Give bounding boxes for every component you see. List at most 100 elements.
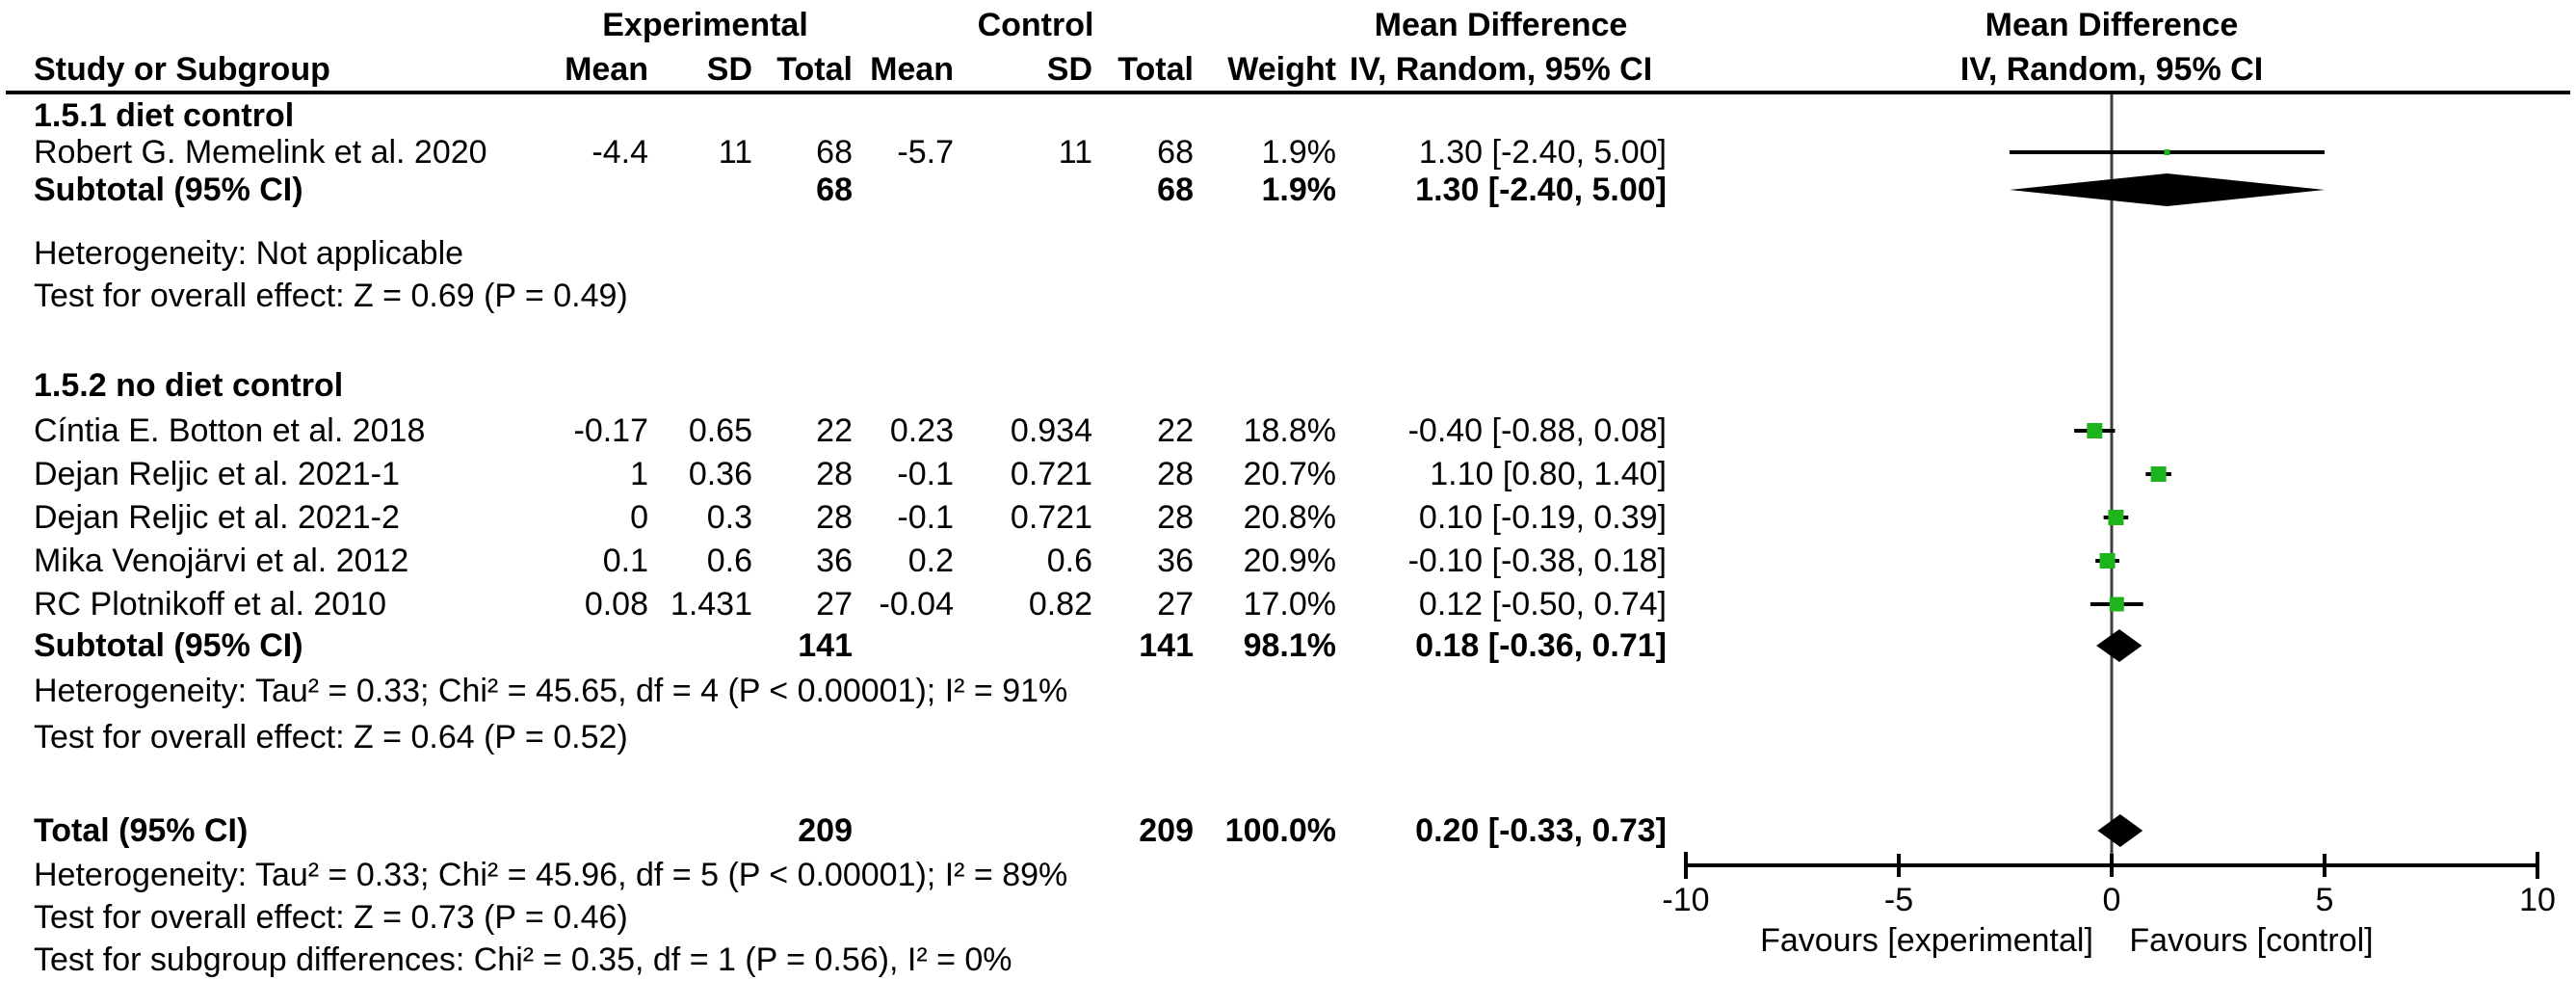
cell-sd-ctrl: 0.934 <box>1010 412 1092 449</box>
cell-sd-exp: 0.36 <box>688 456 752 492</box>
subtotal-label: Subtotal (95% CI) <box>34 627 303 664</box>
subtotal-diamond <box>2009 173 2325 206</box>
cell-mean-ctrl: -0.1 <box>897 499 954 536</box>
total-diamond <box>2097 814 2143 847</box>
col-header-sd-ctrl: SD <box>1046 51 1092 88</box>
cell-ci-text: -0.10 [-0.38, 0.18] <box>1407 543 1667 579</box>
cell-weight: 1.9% <box>1261 134 1337 171</box>
stat-line: Heterogeneity: Tau² = 0.33; Chi² = 45.96… <box>34 857 1068 893</box>
cell-total-exp: 68 <box>816 134 853 171</box>
cell-ci-text: 0.20 [-0.33, 0.73] <box>1415 812 1667 849</box>
cell-total-exp: 209 <box>798 812 853 849</box>
stat-line: Test for overall effect: Z = 0.69 (P = 0… <box>34 278 628 314</box>
stat-line: Test for subgroup differences: Chi² = 0.… <box>34 941 1012 978</box>
group-header-experimental: Experimental <box>602 7 808 43</box>
cell-total-exp: 68 <box>816 172 853 208</box>
cell-total-ctrl: 36 <box>1157 543 1194 579</box>
cell-sd-ctrl: 0.6 <box>1046 543 1092 579</box>
stat-line: Test for overall effect: Z = 0.64 (P = 0… <box>34 719 628 755</box>
cell-ci-text: 1.10 [0.80, 1.40] <box>1430 456 1667 492</box>
axis-tick-label: 10 <box>2519 882 2556 918</box>
cell-total-exp: 28 <box>816 499 853 536</box>
cell-mean-exp: 0.1 <box>602 543 648 579</box>
cell-sd-exp: 1.431 <box>670 586 752 623</box>
cell-weight: 20.8% <box>1243 499 1336 536</box>
cell-mean-ctrl: 0.23 <box>889 412 954 449</box>
cell-mean-ctrl: -0.04 <box>879 586 955 623</box>
cell-total-ctrl: 28 <box>1157 499 1194 536</box>
cell-sd-exp: 11 <box>718 134 752 171</box>
study-label: RC Plotnikoff et al. 2010 <box>34 586 387 623</box>
cell-weight: 20.7% <box>1243 456 1336 492</box>
axis-tick-label: 5 <box>2315 882 2334 918</box>
total-label: Total (95% CI) <box>34 812 249 849</box>
point-estimate-marker <box>2164 149 2170 155</box>
cell-total-exp: 22 <box>816 412 853 449</box>
cell-total-exp: 141 <box>798 627 853 664</box>
cell-mean-exp: 0.08 <box>584 586 648 623</box>
study-label: Dejan Reljic et al. 2021-2 <box>34 499 400 536</box>
col-header-mean-ctrl: Mean <box>870 51 954 88</box>
cell-sd-ctrl: 11 <box>1058 134 1092 171</box>
favours-left-label: Favours [experimental] <box>1760 922 2093 959</box>
cell-mean-exp: -0.17 <box>573 412 649 449</box>
cell-weight: 20.9% <box>1243 543 1336 579</box>
cell-mean-exp: -4.4 <box>591 134 648 171</box>
cell-sd-ctrl: 0.721 <box>1010 456 1092 492</box>
point-estimate-marker <box>2087 423 2103 438</box>
cell-weight: 17.0% <box>1243 586 1336 623</box>
stat-line: Heterogeneity: Not applicable <box>34 235 464 272</box>
point-estimate-marker <box>2108 510 2124 525</box>
cell-total-exp: 28 <box>816 456 853 492</box>
cell-total-ctrl: 68 <box>1157 134 1194 171</box>
point-estimate-marker <box>2150 466 2167 482</box>
axis-tick-label: 0 <box>2102 882 2121 918</box>
axis-tick-label: -5 <box>1883 882 1914 918</box>
cell-total-ctrl: 68 <box>1157 172 1194 208</box>
cell-sd-exp: 0.3 <box>706 499 752 536</box>
cell-total-ctrl: 22 <box>1157 412 1194 449</box>
group-header-mean-difference-plot: Mean Difference <box>1985 7 2239 43</box>
cell-ci-text: 1.30 [-2.40, 5.00] <box>1418 134 1667 171</box>
col-header-weight: Weight <box>1227 51 1336 88</box>
cell-total-ctrl: 209 <box>1139 812 1194 849</box>
cell-sd-exp: 0.65 <box>688 412 752 449</box>
cell-total-ctrl: 28 <box>1157 456 1194 492</box>
subtotal-label: Subtotal (95% CI) <box>34 172 303 208</box>
cell-mean-ctrl: 0.2 <box>907 543 954 579</box>
cell-weight: 100.0% <box>1224 812 1336 849</box>
col-header-total-exp: Total <box>776 51 853 88</box>
subgroup-header: 1.5.1 diet control <box>34 97 295 134</box>
group-header-mean-difference-text: Mean Difference <box>1374 7 1628 43</box>
cell-ci-text: 0.18 [-0.36, 0.71] <box>1415 627 1667 664</box>
study-label: Dejan Reljic et al. 2021-1 <box>34 456 400 492</box>
cell-total-exp: 27 <box>816 586 853 623</box>
subtotal-diamond <box>2096 629 2142 662</box>
study-label: Cíntia E. Botton et al. 2018 <box>34 412 426 449</box>
point-estimate-marker <box>2109 596 2124 612</box>
cell-sd-ctrl: 0.82 <box>1028 586 1092 623</box>
col-header-ci-plot: IV, Random, 95% CI <box>1959 51 2264 88</box>
axis-tick-label: -10 <box>1662 882 1710 918</box>
cell-total-exp: 36 <box>816 543 853 579</box>
cell-total-ctrl: 141 <box>1139 627 1194 664</box>
cell-sd-exp: 0.6 <box>706 543 752 579</box>
cell-mean-ctrl: -0.1 <box>897 456 954 492</box>
cell-sd-ctrl: 0.721 <box>1010 499 1092 536</box>
col-header-study: Study or Subgroup <box>34 51 330 88</box>
stat-line: Test for overall effect: Z = 0.73 (P = 0… <box>34 899 628 936</box>
col-header-ci-text: IV, Random, 95% CI <box>1349 51 1653 88</box>
subgroup-header: 1.5.2 no diet control <box>34 367 344 404</box>
col-header-sd-exp: SD <box>706 51 752 88</box>
cell-mean-ctrl: -5.7 <box>897 134 954 171</box>
cell-weight: 18.8% <box>1243 412 1336 449</box>
cell-total-ctrl: 27 <box>1157 586 1194 623</box>
study-label: Robert G. Memelink et al. 2020 <box>34 134 487 171</box>
point-estimate-marker <box>2099 553 2116 569</box>
cell-ci-text: 1.30 [-2.40, 5.00] <box>1415 172 1667 208</box>
cell-ci-text: 0.10 [-0.19, 0.39] <box>1418 499 1667 536</box>
stat-line: Heterogeneity: Tau² = 0.33; Chi² = 45.65… <box>34 673 1068 709</box>
cell-ci-text: 0.12 [-0.50, 0.74] <box>1418 586 1667 623</box>
